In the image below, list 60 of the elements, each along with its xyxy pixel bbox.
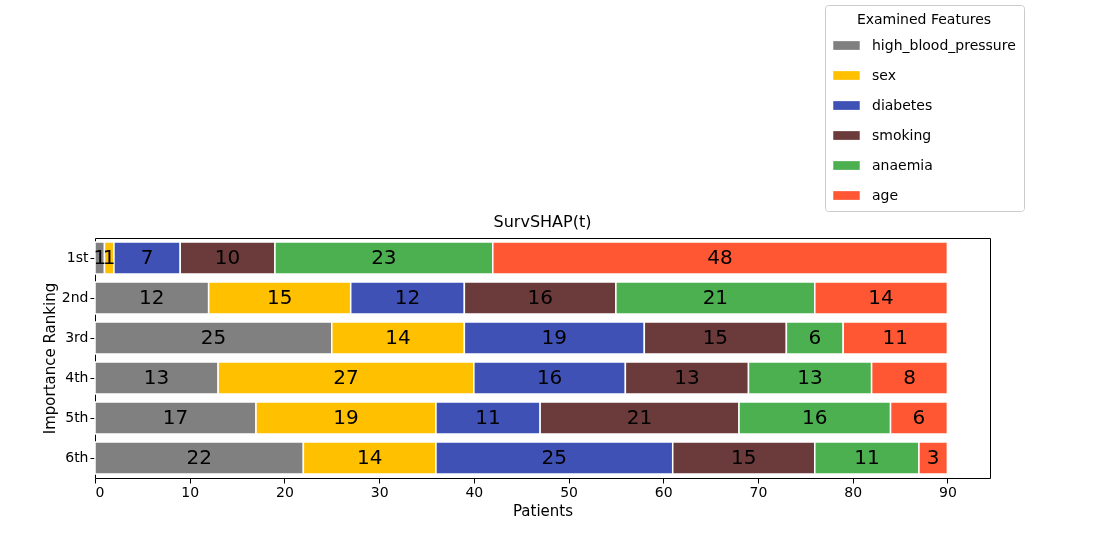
data-label: 27: [333, 365, 359, 389]
x-tick-label: 20: [276, 483, 294, 500]
data-label: 12: [139, 285, 165, 309]
x-tick-label: 30: [370, 483, 389, 500]
legend-label: anaemia: [872, 156, 933, 173]
data-label: 11: [882, 325, 909, 349]
data-label: 17: [162, 405, 189, 429]
data-label: 14: [356, 445, 383, 469]
x-tick-label: 80: [844, 483, 863, 500]
data-label: 16: [527, 285, 553, 309]
data-label: 13: [674, 365, 700, 389]
data-label: 19: [541, 325, 568, 349]
legend-label: diabetes: [872, 96, 933, 113]
y-axis-title: Importance Ranking: [40, 282, 59, 435]
data-label: 23: [371, 245, 397, 269]
y-tick-label: 5th: [65, 409, 89, 425]
data-label: 13: [143, 365, 170, 389]
data-label: 15: [731, 445, 757, 469]
data-label: 6: [808, 325, 822, 349]
data-label: 14: [868, 285, 894, 309]
data-label: 7: [140, 245, 154, 269]
x-tick-label: 90: [938, 483, 957, 500]
x-tick-label: 10: [181, 483, 200, 500]
data-label: 16: [802, 405, 828, 429]
data-label: 25: [541, 445, 568, 469]
data-label: 11: [475, 405, 501, 429]
data-label: 21: [626, 405, 653, 429]
data-label: 12: [394, 285, 421, 309]
data-label: 25: [200, 325, 227, 349]
data-label: 21: [702, 285, 729, 309]
data-label: 19: [333, 405, 359, 429]
chart-title: SurvSHAP(t): [493, 212, 592, 231]
data-label: 10: [214, 245, 241, 269]
legend-label: smoking: [872, 126, 932, 143]
legend-label: high_blood_pressure: [872, 36, 1016, 53]
data-label: 14: [385, 325, 411, 349]
y-tick-label: 3rd: [65, 329, 89, 345]
y-tick-label: 1st: [66, 249, 89, 265]
x-tick-label: 0: [95, 483, 105, 500]
data-label: 22: [186, 445, 212, 469]
legend-title: Examined Features: [856, 11, 992, 27]
y-tick-label: 4th: [65, 369, 89, 385]
x-tick-label: 70: [749, 483, 768, 500]
data-label: 15: [702, 325, 729, 349]
data-label: 15: [266, 285, 293, 309]
legend-label: age: [872, 186, 899, 203]
data-label: 6: [912, 405, 926, 429]
data-label: 11: [854, 445, 880, 469]
y-tick-label: 6th: [65, 449, 89, 465]
x-tick-label: 50: [560, 483, 578, 500]
x-tick-label: 60: [654, 483, 673, 500]
y-tick-label: 2nd: [61, 289, 89, 305]
x-tick-label: 40: [465, 483, 484, 500]
data-label: 48: [707, 245, 733, 269]
data-label: 8: [903, 365, 916, 389]
data-label: 16: [536, 365, 563, 389]
data-label: 3: [926, 445, 940, 469]
x-axis-title: Patients: [512, 501, 574, 520]
data-label: 13: [797, 365, 823, 389]
legend-label: sex: [872, 66, 896, 83]
